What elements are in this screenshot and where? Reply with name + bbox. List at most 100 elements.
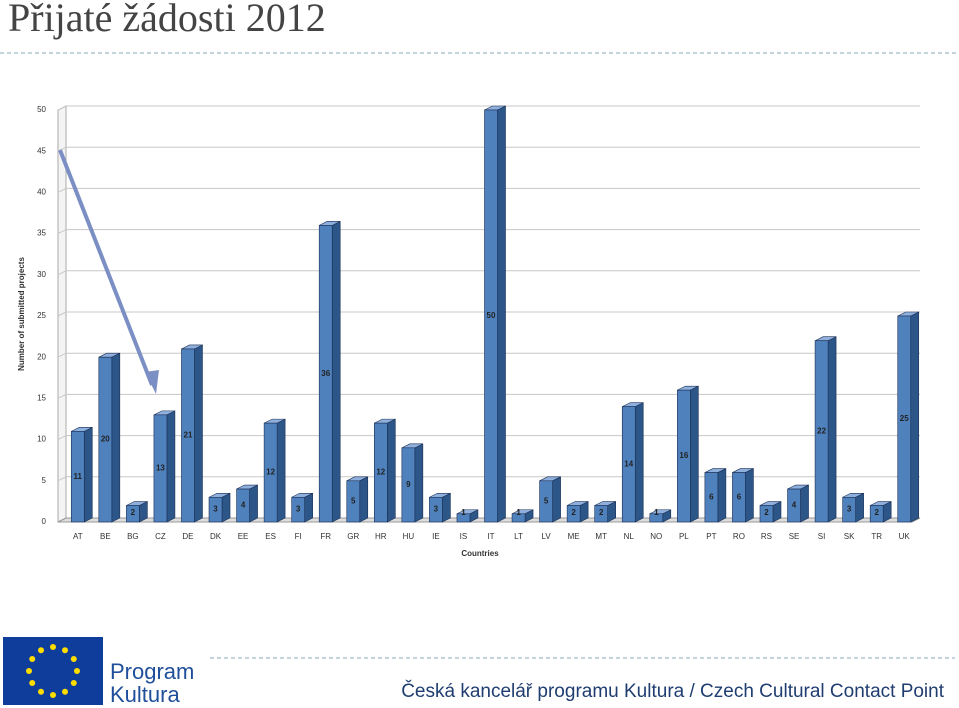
star: [62, 647, 68, 654]
eu-stars: [26, 644, 80, 698]
grid-line: [57, 352, 920, 358]
bar-side: [827, 336, 837, 523]
arrow-head: [145, 370, 159, 394]
y-tick-label: 40: [37, 188, 46, 197]
x-tick-label: EE: [238, 532, 249, 541]
bar-side: [331, 220, 341, 523]
data-label: 1: [516, 508, 521, 517]
x-tick-label: RO: [733, 532, 745, 541]
x-tick-label: PT: [706, 532, 716, 541]
x-tick-label: LT: [514, 532, 523, 541]
bar-side: [442, 492, 451, 523]
office-name: Česká kancelář programu Kultura / Czech …: [401, 680, 945, 702]
bar: [263, 422, 278, 523]
bar: [594, 505, 608, 523]
bar: [70, 431, 85, 523]
star: [50, 644, 56, 650]
x-tick-label: HR: [375, 532, 387, 541]
x-tick-label: RS: [761, 532, 772, 541]
bar: [318, 225, 333, 523]
x-tick-label: FR: [320, 532, 331, 541]
bar-side: [249, 484, 258, 523]
grid-line: [57, 105, 920, 111]
data-label: 3: [296, 505, 301, 514]
bar-side: [83, 426, 93, 523]
bar-side: [276, 418, 286, 523]
star: [38, 647, 44, 654]
x-tick-label: ME: [568, 532, 580, 541]
data-label: 2: [131, 508, 136, 517]
data-label: 50: [487, 311, 496, 320]
data-label: 4: [792, 501, 797, 510]
x-tick-label: IS: [460, 532, 468, 541]
bar-side: [387, 418, 396, 523]
x-tick-label: IT: [487, 532, 494, 541]
y-tick-label: 30: [37, 270, 46, 279]
bar: [869, 505, 884, 523]
data-label: 11: [74, 472, 83, 481]
bar-side: [497, 105, 506, 523]
bar: [236, 488, 250, 523]
y-tick-label: 35: [37, 229, 46, 238]
bar: [126, 505, 140, 523]
y-tick-label: 20: [37, 352, 46, 361]
x-tick-label: PL: [679, 532, 689, 541]
bar-side: [304, 492, 313, 523]
bar-side: [221, 492, 231, 523]
y-tick-label: 15: [37, 394, 46, 403]
bar: [732, 472, 746, 523]
star: [62, 688, 68, 695]
star: [74, 668, 80, 674]
bar: [814, 340, 829, 523]
star: [26, 668, 32, 674]
bar: [842, 496, 856, 523]
star: [29, 656, 36, 662]
data-label: 13: [156, 464, 165, 473]
bar: [539, 480, 553, 523]
bar-side: [800, 484, 809, 523]
bar: [429, 496, 443, 523]
bar: [511, 513, 526, 523]
x-tick-label: BE: [100, 532, 111, 541]
bar: [346, 480, 361, 523]
data-label: 22: [817, 426, 826, 435]
x-tick-label: SK: [844, 532, 855, 541]
bar-side: [717, 468, 727, 523]
bar-side: [166, 410, 176, 523]
bar: [566, 505, 581, 523]
bar: [374, 422, 388, 523]
data-label: 5: [351, 497, 356, 506]
bar-side: [745, 468, 754, 523]
arrow-line: [58, 149, 154, 386]
x-tick-label: BG: [127, 532, 139, 541]
grid-line: [57, 393, 920, 399]
data-label: 3: [847, 505, 852, 514]
y-tick-label: 0: [42, 517, 47, 526]
bar: [153, 414, 168, 523]
data-label: 1: [461, 508, 466, 517]
x-tick-label: FI: [295, 532, 302, 541]
y-tick-label: 5: [42, 476, 47, 485]
data-label: 2: [599, 508, 604, 517]
logo-text: Program: [110, 659, 194, 684]
y-tick-label: 50: [37, 105, 46, 114]
x-tick-label: UK: [899, 532, 911, 541]
chart: 05101520253035404550AT11BE20BG2CZ13DE21D…: [37, 105, 921, 541]
star: [50, 692, 56, 698]
x-tick-label: NO: [650, 532, 662, 541]
data-label: 36: [321, 369, 330, 378]
data-label: 6: [709, 492, 714, 501]
data-label: 9: [406, 480, 411, 489]
x-tick-label: HU: [403, 532, 415, 541]
bar-side: [910, 311, 920, 523]
grid-line: [57, 229, 920, 235]
star: [38, 688, 44, 695]
data-label: 20: [101, 435, 110, 444]
bar-side: [634, 402, 644, 523]
bar-side: [111, 352, 121, 523]
data-label: 6: [737, 492, 742, 501]
x-tick-label: IE: [432, 532, 440, 541]
y-tick-label: 10: [37, 435, 46, 444]
data-label: 1: [654, 508, 659, 517]
